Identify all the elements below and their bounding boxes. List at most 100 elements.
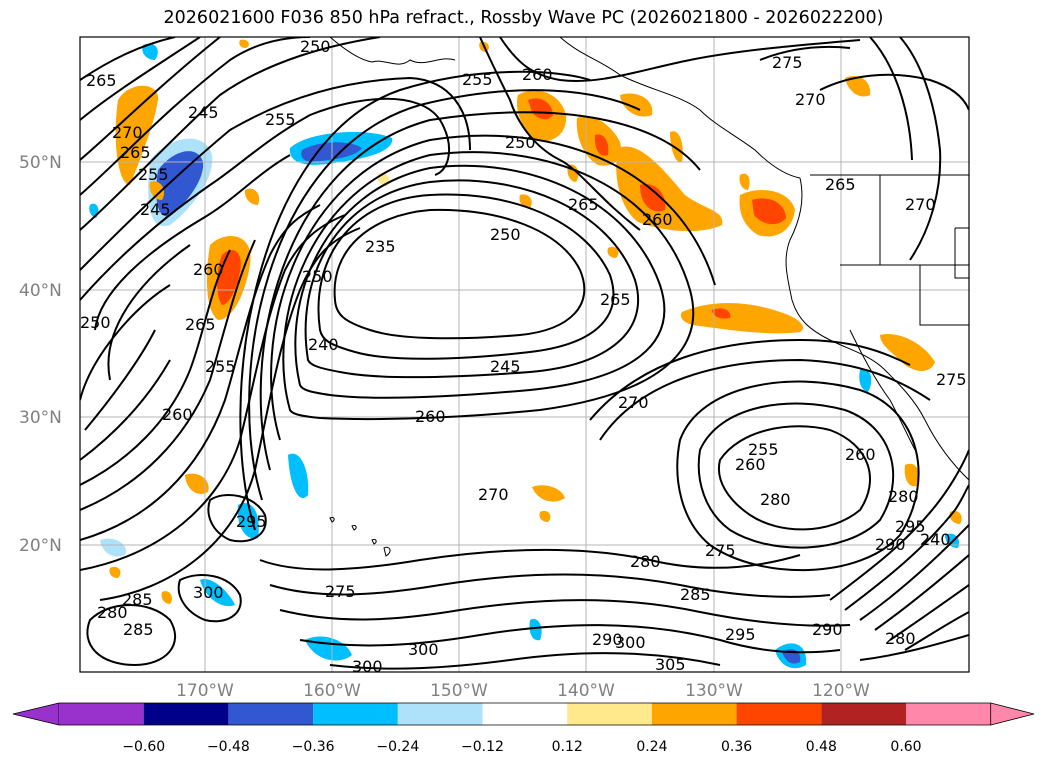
contour-label: 290 — [875, 535, 906, 554]
map-panel: 265 270 265 245 255 250 245 255 260 265 … — [80, 37, 969, 676]
positive-anomaly-patch — [712, 308, 731, 319]
contour-label: 285 — [123, 620, 154, 639]
contour-label: 250 — [490, 225, 521, 244]
positive-anomaly-patch — [532, 485, 565, 502]
contour-label: 265 — [185, 315, 216, 334]
positive-anomaly-patch — [149, 181, 165, 200]
positive-anomaly-patch — [680, 303, 804, 334]
colorbar-segment — [567, 703, 652, 725]
positive-anomaly-patch — [109, 566, 121, 578]
contour-label: 280 — [885, 629, 916, 648]
positive-anomaly-patch — [239, 39, 249, 48]
lat-label-20n: 20°N — [19, 536, 62, 556]
colorbar-tick-label: −0.36 — [292, 739, 335, 755]
contour-label: 260 — [735, 455, 766, 474]
north-america-coastline — [785, 177, 969, 481]
contour-label: 250 — [300, 37, 331, 56]
baja-coastline — [849, 329, 916, 451]
positive-anomaly-patch — [880, 334, 935, 371]
shaded-anomalies — [89, 39, 962, 669]
positive-anomaly-patch — [528, 98, 553, 120]
contour-label: 260 — [162, 405, 193, 424]
contour-label: 245 — [188, 103, 219, 122]
map-gridlines — [80, 37, 969, 672]
contour-label: 270 — [112, 123, 143, 142]
positive-anomaly-patch — [845, 75, 871, 97]
negative-anomaly-patch — [859, 369, 872, 392]
colorbar-extend-right — [990, 702, 1035, 726]
negative-anomaly-patch — [529, 618, 542, 641]
colorbar-tick-label: 0.24 — [636, 739, 667, 755]
colorbar-segment — [228, 703, 314, 725]
contour-label: 260 — [642, 210, 673, 229]
contour-label: 280 — [888, 487, 919, 506]
colorbar-segment — [143, 703, 229, 725]
contour-label: 260 — [193, 260, 224, 279]
contour-label: 235 — [365, 237, 396, 256]
contour-label: 270 — [905, 195, 936, 214]
positive-anomaly-patch — [519, 194, 532, 208]
contour-label: 260 — [845, 445, 876, 464]
colorbar-segment — [651, 703, 737, 725]
state-borders — [840, 175, 969, 326]
contour-label: 240 — [920, 530, 951, 549]
colorbar-segment — [821, 703, 906, 725]
contour-label: 300 — [193, 583, 224, 602]
negative-anomaly-patch — [156, 151, 204, 217]
positive-anomaly-patch — [739, 173, 750, 190]
contour-label: 275 — [936, 370, 967, 389]
colorbar-tick-label: −0.12 — [461, 739, 504, 755]
positive-anomaly-patch — [594, 134, 609, 156]
colorbar-tick-label: 0.60 — [890, 739, 921, 755]
positive-anomaly-patch — [620, 93, 653, 117]
contour-label: 265 — [86, 71, 117, 90]
contour-label: 260 — [522, 65, 553, 84]
positive-anomaly-patch — [161, 591, 173, 604]
colorbar-segment — [313, 703, 398, 725]
contour-label: 250 — [302, 267, 333, 286]
contour-label: 300 — [408, 640, 439, 659]
contour-label: 285 — [680, 585, 711, 604]
contour-label: 295 — [236, 512, 267, 531]
contour-label: 290 — [812, 620, 843, 639]
contour-label: 295 — [725, 625, 756, 644]
positive-anomaly-patch — [670, 131, 683, 163]
contour-label: 270 — [795, 90, 826, 109]
lon-label-120w: 120°W — [812, 681, 870, 701]
positive-anomaly-patch — [607, 246, 619, 258]
contour-label: 240 — [308, 335, 339, 354]
contour-label: 275 — [705, 541, 736, 560]
latitude-labels: 50°N 40°N 30°N 20°N — [19, 153, 62, 556]
contour-label: 255 — [265, 110, 296, 129]
positive-anomaly-patch — [539, 510, 551, 522]
lon-label-140w: 140°W — [557, 681, 615, 701]
coastlines — [329, 37, 969, 557]
positive-anomaly-patch — [185, 473, 209, 495]
alaska-coastline — [329, 37, 801, 179]
contour-label: 300 — [352, 657, 383, 676]
colorbar-segment — [59, 703, 144, 725]
lat-label-40n: 40°N — [19, 281, 62, 301]
colorbar-extend-left — [12, 702, 60, 726]
positive-anomaly-patch — [115, 85, 159, 185]
colorbar-segment — [736, 703, 822, 725]
contour-label: 260 — [415, 407, 446, 426]
lon-label-150w: 150°W — [430, 681, 488, 701]
positive-anomaly-patch — [640, 184, 666, 212]
contour-label: 265 — [568, 195, 599, 214]
negative-anomaly-patch — [142, 43, 158, 60]
map-frame — [79, 36, 970, 673]
contour-label: 285 — [122, 590, 153, 609]
contour-label: 305 — [655, 655, 686, 674]
map-title: 2026021600 F036 850 hPa refract., Rossby… — [163, 8, 884, 28]
negative-anomaly-patch — [100, 538, 126, 557]
contour-label: 290 — [592, 630, 623, 649]
contour-label: 250 — [505, 133, 536, 152]
contour-label: 280 — [760, 490, 791, 509]
contour-label: 255 — [748, 440, 779, 459]
longitude-labels: 170°W 160°W 150°W 140°W 130°W 120°W — [176, 681, 870, 701]
colorbar-tick-label: −0.60 — [122, 739, 165, 755]
colorbar-segment — [482, 703, 568, 725]
colorbar-tick-label: 0.12 — [552, 739, 583, 755]
